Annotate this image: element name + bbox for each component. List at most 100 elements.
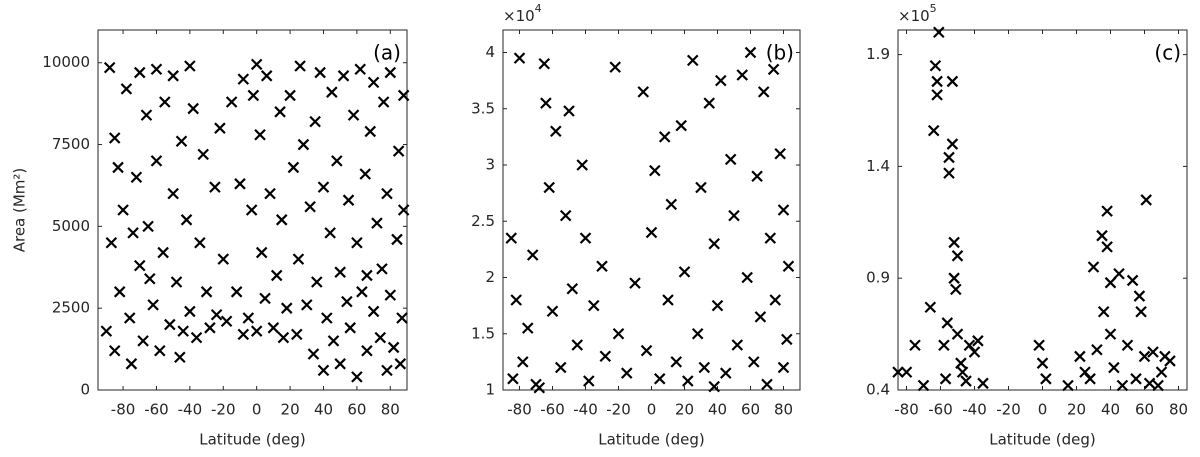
data-point	[653, 372, 666, 385]
exponent-power: 5	[930, 2, 937, 15]
axis-exponent: ×104	[503, 2, 542, 25]
data-point	[341, 295, 353, 308]
data-point	[686, 54, 699, 67]
data-point	[194, 236, 206, 249]
data-point	[931, 89, 943, 101]
data-point	[892, 366, 904, 378]
data-point	[190, 331, 203, 344]
data-point	[376, 263, 388, 275]
data-point	[397, 204, 410, 216]
data-point	[242, 312, 255, 324]
x-tick-label: -20	[606, 401, 631, 419]
data-point	[127, 227, 139, 239]
data-point	[507, 372, 519, 385]
data-point	[665, 198, 678, 211]
data-point	[247, 89, 260, 102]
data-point	[309, 115, 321, 128]
panel-tag: (b)	[766, 41, 794, 65]
data-point	[929, 59, 942, 72]
x-axis-label: Latitude (deg)	[598, 431, 704, 449]
data-point	[943, 167, 955, 179]
panel-tag: (a)	[373, 41, 401, 65]
data-point	[955, 357, 967, 369]
data-point	[108, 132, 121, 144]
y-tick-label: 5000	[52, 217, 90, 235]
data-point	[960, 375, 972, 387]
data-point	[546, 305, 559, 318]
x-tick-label: 40	[1101, 401, 1120, 419]
data-point	[939, 373, 952, 385]
data-point	[1036, 357, 1049, 369]
x-tick-label: 60	[741, 401, 760, 419]
data-point	[317, 364, 330, 377]
data-point	[741, 271, 753, 284]
data-point	[314, 66, 326, 79]
data-point	[941, 317, 954, 329]
data-point	[133, 259, 146, 272]
data-point	[977, 377, 989, 390]
data-point	[250, 325, 263, 337]
data-point	[174, 351, 186, 364]
data-point	[1147, 346, 1159, 358]
y-tick-label: 1.5	[471, 324, 495, 342]
x-tick-label: -20	[211, 401, 236, 419]
data-point	[381, 187, 393, 200]
data-point	[167, 70, 179, 82]
data-point	[351, 371, 363, 383]
data-point	[284, 89, 296, 102]
data-point	[167, 187, 179, 200]
data-point	[184, 60, 196, 72]
data-point	[1096, 229, 1108, 242]
data-point	[764, 232, 777, 244]
y-tick-label: 0.9	[866, 269, 890, 287]
x-tick-label: -60	[144, 401, 169, 419]
data-point	[292, 253, 305, 265]
data-point	[175, 135, 188, 148]
data-point	[1079, 366, 1091, 378]
x-tick-label: 0	[252, 401, 262, 419]
data-point	[637, 86, 650, 98]
y-tick-label: 2	[485, 268, 495, 286]
data-point	[682, 375, 694, 387]
data-point	[267, 322, 280, 334]
y-axis-label: Area (Mm²)	[11, 168, 29, 253]
data-point	[917, 379, 930, 392]
x-tick-label: 20	[1067, 401, 1086, 419]
data-point	[1084, 373, 1096, 385]
data-point	[150, 63, 163, 76]
data-point	[782, 260, 795, 273]
x-tick-label: 40	[708, 401, 727, 419]
data-point	[505, 232, 518, 244]
data-point	[777, 361, 790, 374]
exponent-power: 4	[535, 2, 542, 15]
data-point	[1097, 305, 1110, 318]
data-point	[943, 151, 955, 164]
y-tick-label: 3	[485, 156, 495, 174]
data-point	[254, 128, 266, 141]
data-point	[324, 227, 336, 239]
data-point	[133, 66, 146, 79]
data-point	[354, 63, 367, 76]
x-axis-label: Latitude (deg)	[199, 431, 305, 449]
data-point	[103, 61, 116, 74]
data-point	[1126, 274, 1139, 287]
data-point	[347, 109, 360, 121]
data-point	[1087, 261, 1100, 273]
data-point	[384, 289, 397, 301]
data-point	[392, 145, 405, 157]
data-point	[321, 312, 333, 324]
x-tick-label: 80	[1169, 401, 1188, 419]
data-point	[708, 237, 720, 250]
x-tick-label: 80	[774, 401, 793, 419]
data-point	[342, 194, 355, 206]
data-point	[120, 83, 133, 95]
data-point	[571, 339, 584, 351]
data-point	[774, 147, 786, 160]
x-tick-label: -60	[540, 401, 565, 419]
data-point	[1130, 373, 1142, 385]
data-point	[100, 325, 113, 337]
data-point	[566, 282, 579, 295]
data-point	[754, 311, 767, 323]
data-point	[972, 335, 984, 347]
data-point	[963, 339, 976, 352]
